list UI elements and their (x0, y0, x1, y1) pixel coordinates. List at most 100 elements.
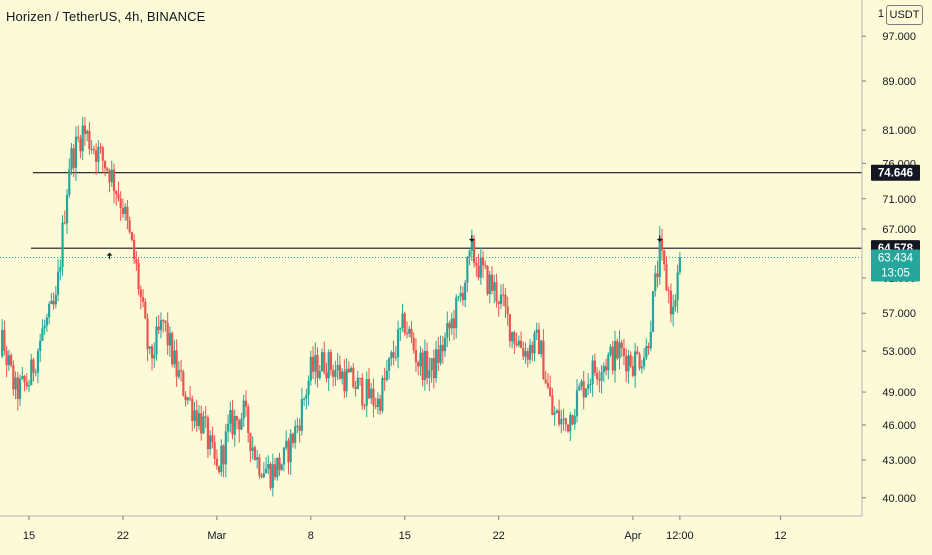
candle (215, 449, 218, 470)
candle (441, 335, 444, 364)
candle (7, 349, 10, 371)
candle (77, 125, 80, 143)
candle (249, 432, 252, 463)
price-tick-label: 43.000 (882, 455, 916, 467)
candle (475, 257, 478, 277)
candle (399, 327, 402, 342)
candle (600, 365, 603, 394)
candle (162, 318, 165, 333)
candle (423, 339, 426, 391)
candle (213, 435, 216, 466)
candle (542, 329, 545, 380)
candle (126, 200, 129, 230)
candle (508, 313, 511, 348)
candle (412, 332, 415, 354)
candle (560, 409, 563, 434)
candle (182, 369, 185, 397)
candle (417, 360, 420, 376)
candle (327, 349, 330, 392)
candle (3, 320, 6, 356)
candle (86, 129, 89, 142)
candle (90, 140, 93, 154)
candle (660, 228, 664, 261)
candle (654, 265, 657, 297)
candle (345, 358, 348, 398)
candle (43, 319, 46, 336)
candle (30, 353, 33, 386)
candle (434, 340, 438, 383)
arrows-layer (106, 235, 663, 260)
candle (667, 286, 670, 304)
candle (99, 142, 102, 154)
candle (372, 378, 375, 418)
candle (150, 344, 154, 371)
candle (665, 256, 668, 292)
candle (229, 401, 232, 433)
candle (486, 265, 489, 296)
candle (300, 387, 303, 436)
candle (629, 351, 632, 369)
candle (589, 378, 592, 393)
svg-text:63.434: 63.434 (878, 253, 914, 265)
candle (36, 348, 40, 383)
candle (461, 286, 465, 306)
candle (14, 371, 17, 400)
candle (21, 367, 24, 381)
candle (110, 160, 113, 187)
candle (493, 274, 496, 304)
candle (92, 145, 95, 155)
candle (663, 249, 666, 271)
candle (544, 370, 547, 384)
candle (531, 341, 534, 362)
candle (459, 285, 462, 302)
arrow-down-icon (468, 235, 475, 242)
candle (269, 462, 272, 491)
candle (204, 406, 207, 429)
candle (511, 331, 514, 349)
candle (627, 349, 630, 384)
currency-chip[interactable]: USDT (886, 5, 923, 25)
candle (139, 285, 142, 310)
price-tick-label: 71.000 (882, 194, 916, 206)
candle (421, 348, 424, 387)
candle (318, 364, 321, 380)
time-axis-layer: 15 22 Mar 8 15 22 Apr 12:00 12 (0, 515, 862, 550)
candle (171, 331, 174, 368)
candle (193, 401, 196, 429)
candle (59, 259, 62, 281)
candle (515, 332, 518, 347)
candle (347, 361, 350, 373)
candle (497, 300, 500, 317)
arrow-down-icon (656, 235, 663, 242)
price-tick-label: 1 (878, 8, 884, 20)
candle (39, 333, 42, 363)
candle (448, 320, 451, 342)
candle (591, 355, 594, 397)
candle (546, 373, 550, 390)
candle (645, 338, 648, 361)
candle (631, 356, 634, 378)
candle (354, 381, 357, 397)
candle (569, 412, 572, 442)
candle (470, 229, 473, 261)
candle (484, 260, 487, 270)
candle (408, 325, 411, 338)
candle (119, 191, 122, 221)
time-axis[interactable] (0, 516, 862, 550)
price-tick-label: 97.000 (882, 31, 916, 43)
candle (365, 371, 368, 418)
candle (336, 353, 339, 381)
candle (575, 379, 579, 423)
candle (495, 273, 498, 308)
candle (61, 215, 64, 277)
candle (562, 408, 565, 431)
price-tick-label: 40.000 (882, 493, 916, 505)
candle (10, 353, 13, 368)
price-tick-label: 81.000 (882, 125, 916, 137)
candle (200, 405, 203, 441)
candle (124, 203, 127, 221)
candle (146, 313, 149, 362)
candle (640, 359, 643, 374)
candle (251, 436, 254, 460)
